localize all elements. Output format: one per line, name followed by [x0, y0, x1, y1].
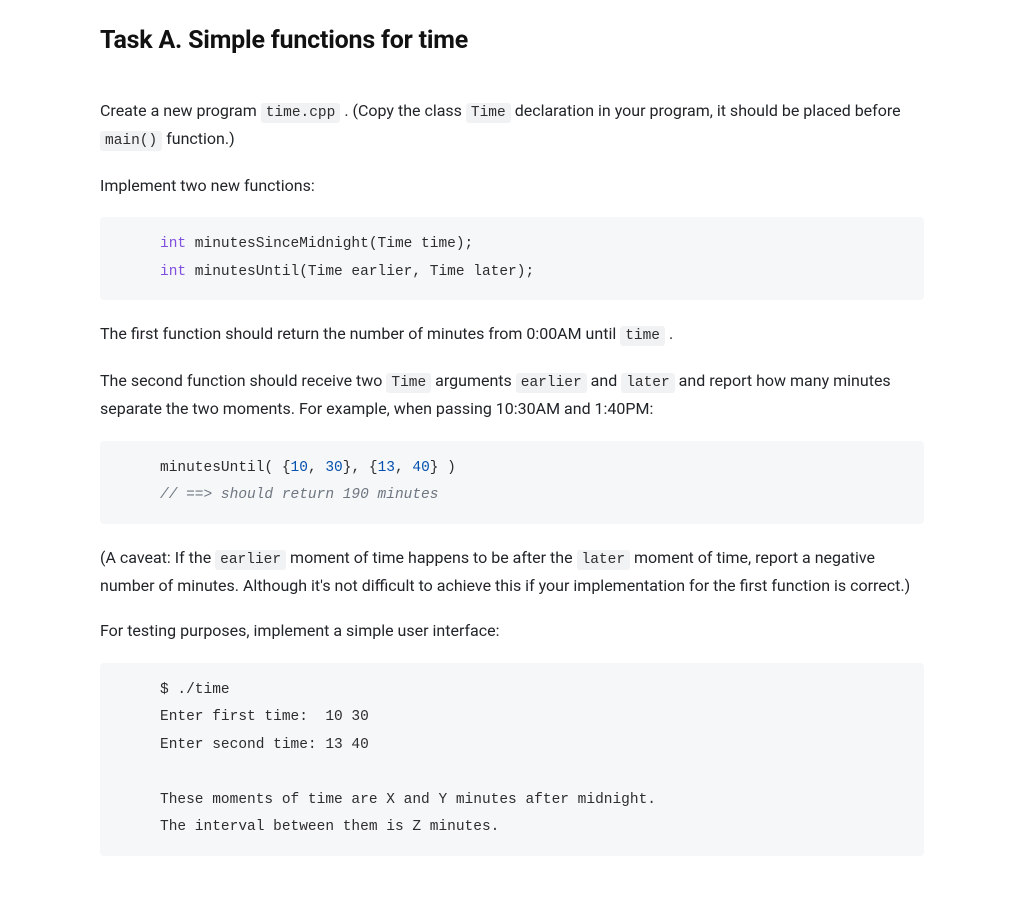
- code-text: minutesUntil(Time earlier, Time later);: [186, 264, 534, 280]
- paragraph-caveat: (A caveat: If the earlier moment of time…: [100, 544, 924, 600]
- code-keyword: int: [160, 236, 186, 252]
- code-number: 10: [291, 460, 308, 476]
- code-text: }, {: [343, 460, 378, 476]
- text: (A caveat: If the: [100, 548, 215, 567]
- terminal-line: The interval between them is Z minutes.: [160, 819, 499, 835]
- document-page: Task A. Simple functions for time Create…: [0, 0, 1024, 916]
- terminal-line: Enter first time: 10 30: [160, 709, 369, 725]
- paragraph-first-function: The first function should return the num…: [100, 320, 924, 349]
- text: moment of time happens to be after the: [290, 548, 577, 567]
- code-number: 30: [325, 460, 342, 476]
- text: arguments: [435, 371, 516, 390]
- code-block-function-signatures: int minutesSinceMidnight(Time time); int…: [100, 217, 924, 300]
- code-text: ,: [395, 460, 412, 476]
- code-inline-time-cpp: time.cpp: [261, 103, 341, 123]
- paragraph-testing: For testing purposes, implement a simple…: [100, 617, 924, 644]
- text: declaration in your program, it should b…: [515, 101, 901, 120]
- code-block-example-call: minutesUntil( {10, 30}, {13, 40} ) // ==…: [100, 441, 924, 524]
- intro-paragraph-2: Implement two new functions:: [100, 172, 924, 199]
- code-text: minutesSinceMidnight(Time time);: [186, 236, 473, 252]
- text: .: [669, 324, 673, 343]
- text: and: [591, 371, 622, 390]
- code-text: ,: [308, 460, 325, 476]
- text: The second function should receive two: [100, 371, 386, 390]
- code-text: } ): [430, 460, 456, 476]
- terminal-line: $ ./time: [160, 682, 230, 698]
- terminal-line: These moments of time are X and Y minute…: [160, 792, 656, 808]
- code-inline-earlier: earlier: [516, 373, 587, 393]
- task-heading: Task A. Simple functions for time: [100, 20, 924, 63]
- code-block-terminal-session: $ ./time Enter first time: 10 30 Enter s…: [100, 663, 924, 856]
- text: . (Copy the class: [344, 101, 466, 120]
- terminal-line: Enter second time: 13 40: [160, 737, 369, 753]
- code-keyword: int: [160, 264, 186, 280]
- code-inline-later: later: [621, 373, 675, 393]
- intro-paragraph-1: Create a new program time.cpp . (Copy th…: [100, 97, 924, 154]
- text: function.): [166, 129, 234, 148]
- text: The first function should return the num…: [100, 324, 620, 343]
- code-inline-time-arg: time: [620, 326, 665, 346]
- code-inline-time-class: Time: [466, 103, 511, 123]
- code-comment: // ==> should return 190 minutes: [160, 487, 438, 503]
- paragraph-second-function: The second function should receive two T…: [100, 367, 924, 423]
- text: Create a new program: [100, 101, 261, 120]
- code-inline-later-2: later: [577, 550, 631, 570]
- code-inline-main: main(): [100, 131, 162, 151]
- code-inline-earlier-2: earlier: [215, 550, 286, 570]
- code-inline-time-type: Time: [386, 373, 431, 393]
- code-number: 40: [412, 460, 429, 476]
- code-number: 13: [378, 460, 395, 476]
- code-text: minutesUntil( {: [160, 460, 291, 476]
